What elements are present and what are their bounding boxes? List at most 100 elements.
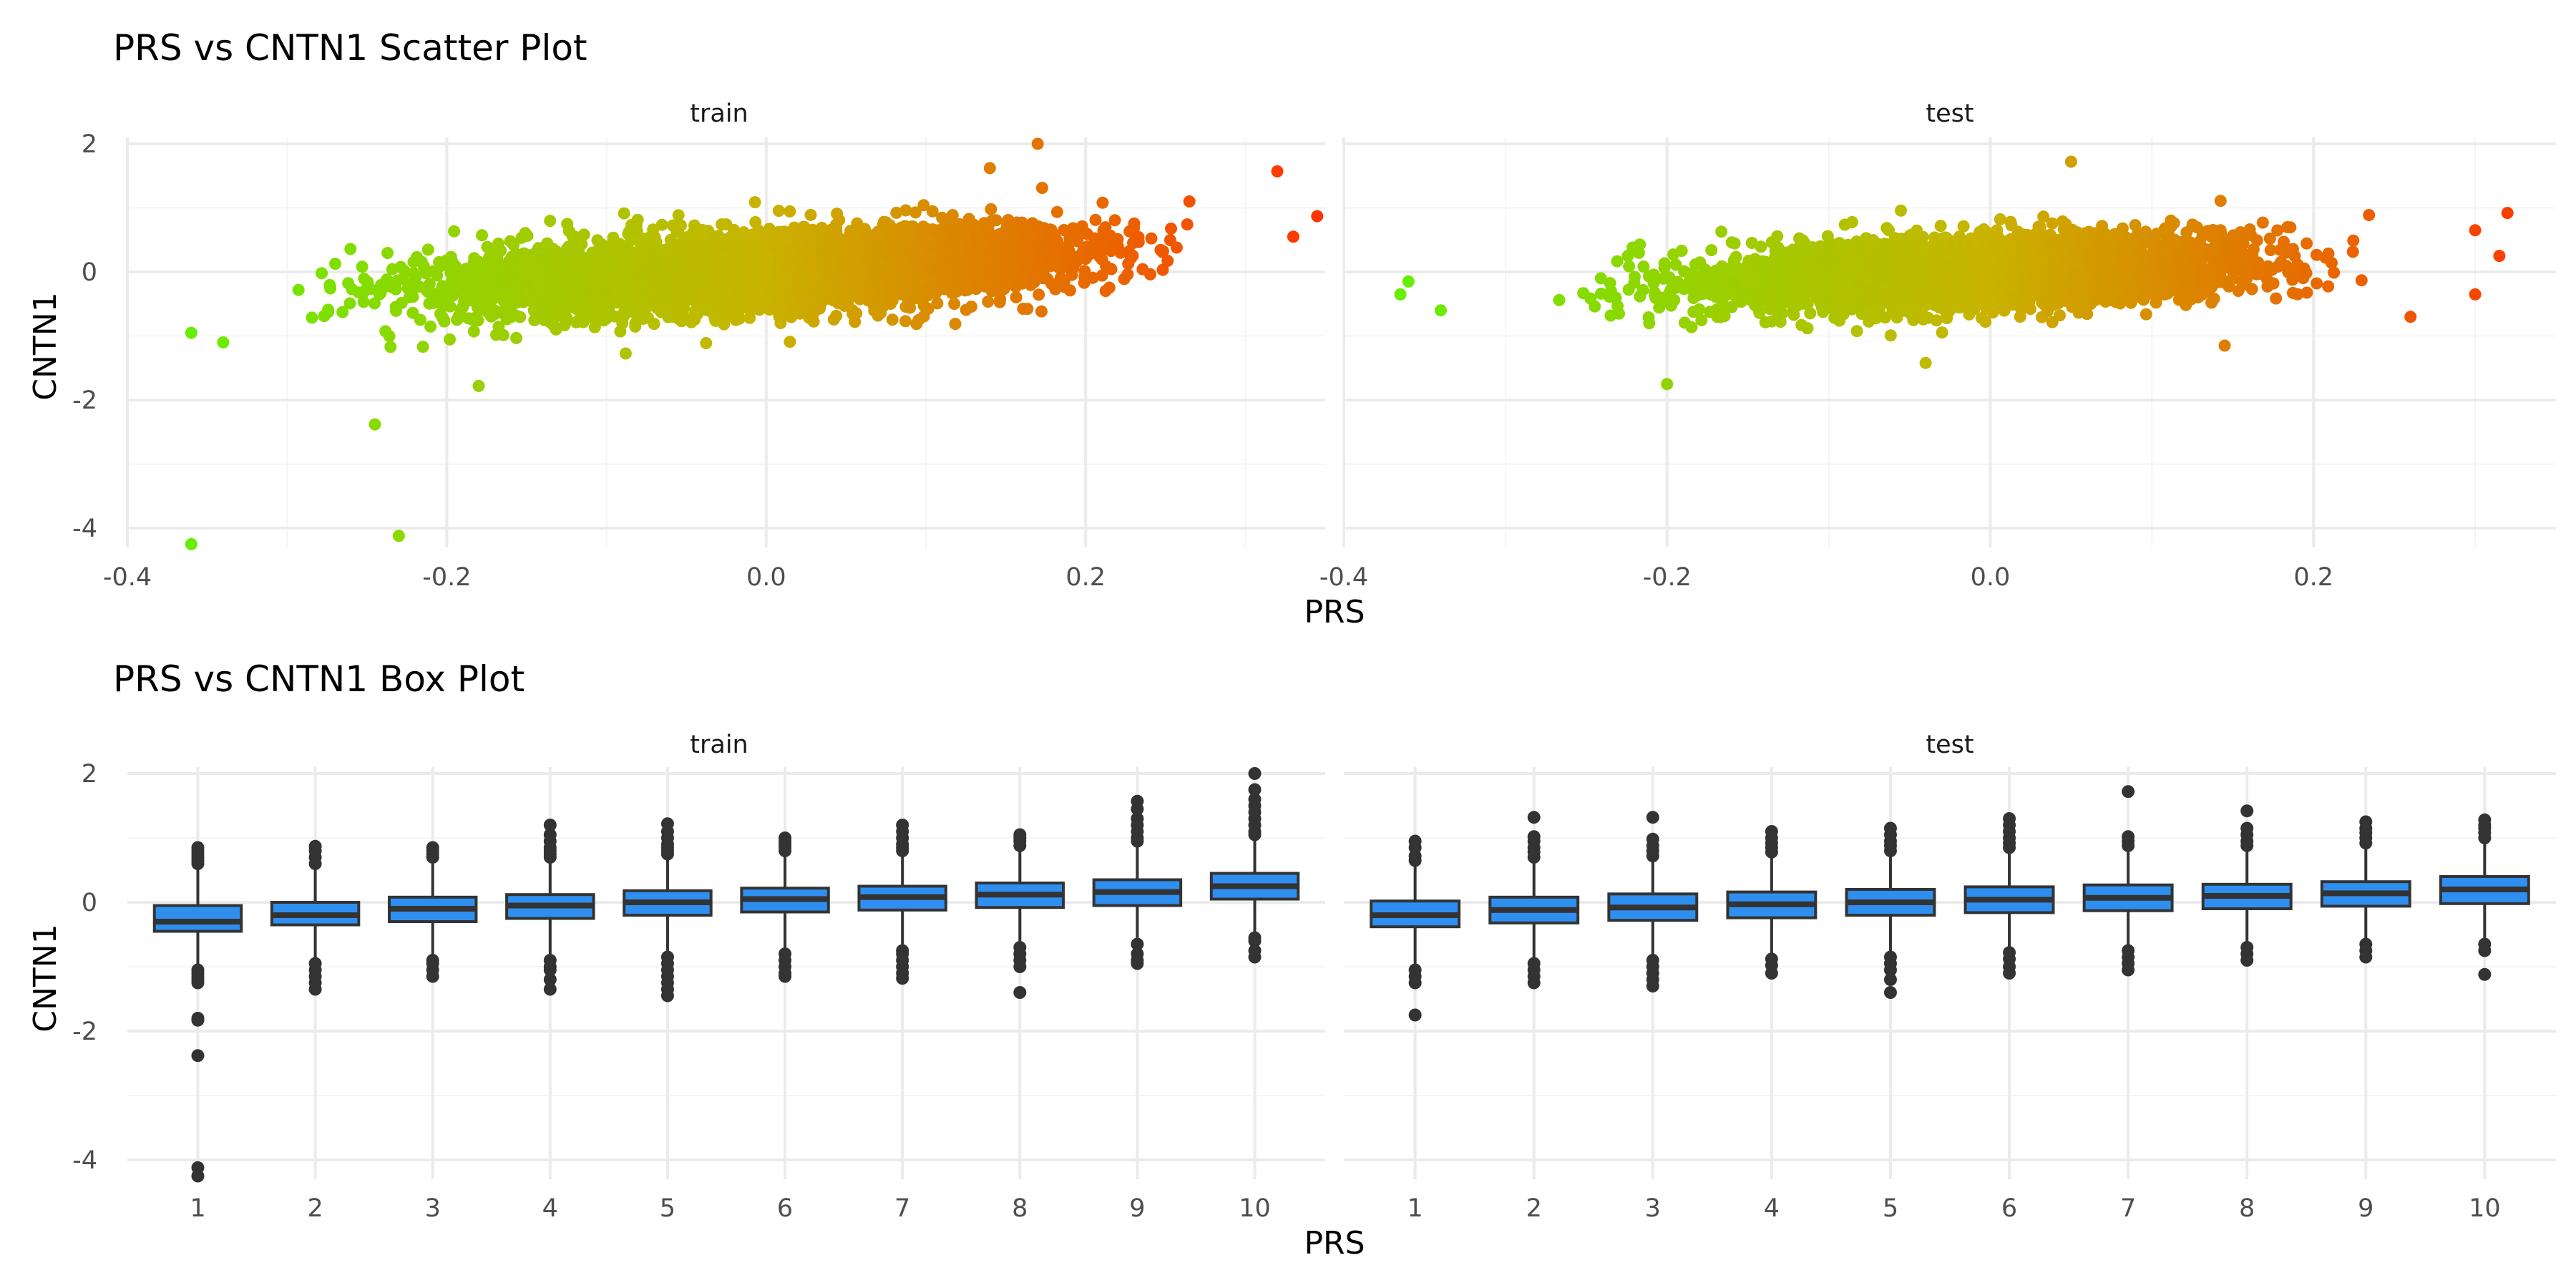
scatter-point [381,247,394,259]
scatter-point [1122,258,1135,270]
scatter-point [427,296,440,309]
scatter-point [597,314,610,327]
scatter-point [447,286,459,299]
scatter-point [960,303,972,316]
scatter-point [630,225,643,237]
scatter-point [1063,284,1076,297]
scatter-point [1035,305,1048,318]
scatter-point [733,228,746,240]
scatter-point [1050,205,1063,218]
scatter-point [948,298,961,311]
scatter-point [672,209,685,222]
scatter-point [1145,232,1158,245]
scatter-point [1013,220,1026,233]
scatter-point [577,316,590,328]
scatter-point [386,263,399,275]
scatter-point [375,278,387,291]
scatter-point [716,218,728,231]
scatter-point [476,229,489,242]
scatter-point [544,215,557,228]
scatter-point [1161,255,1174,267]
scatter-facet-label-test: test [1926,99,1974,128]
scatter-point [655,218,668,231]
scatter-point [917,199,930,212]
scatter-point [306,311,318,324]
scatter-point [883,286,895,299]
scatter-point [292,283,305,296]
scatter-point [336,306,349,318]
scatter-points [185,137,1324,550]
scatter-point [772,205,785,218]
scatter-point [931,297,944,310]
scatter-point [617,311,630,324]
scatter-point [568,230,581,243]
scatter-point [922,302,935,315]
scatter-point [357,296,370,308]
scatter-point [886,313,899,326]
scatter-point [329,258,341,270]
scatter-point [1080,228,1093,240]
scatter-point [1103,281,1116,294]
scatter-point [1170,241,1183,254]
scatter-point [784,205,796,218]
scatter-point [454,303,467,316]
scatter-point [614,325,627,338]
scatter-point [804,208,817,221]
scatter-point [323,278,336,291]
scatter-point [416,341,429,353]
scatter-point [384,341,397,353]
scatter-point [1010,291,1023,303]
scatter-point [395,296,408,309]
scatter-point [743,311,756,324]
scatter-point [1096,196,1109,209]
scatter-point [322,306,334,318]
scatter-point [398,265,411,278]
scatter-point [577,305,590,318]
scatter-point [648,230,661,243]
scatter-point [494,306,507,319]
scatter-point [1035,182,1048,195]
scatter-point [475,303,487,316]
scatter-point [899,315,912,328]
scatter-point [985,203,997,215]
scatter-point [831,208,844,220]
scatter-point [675,219,687,232]
scatter-point [424,320,437,333]
scatter-point [850,307,863,320]
scatter-point [618,207,630,220]
scatter-point [1033,288,1045,301]
scatter-point [342,277,355,290]
scatter-point [1085,248,1098,260]
scatter-facet-label-train: train [690,99,748,128]
scatter-point [406,306,419,319]
scatter-point [877,215,890,228]
scatter-point [784,336,796,348]
scatter-point [379,325,392,338]
scatter-point [1165,223,1177,235]
scatter-point [1021,303,1034,316]
scatter-plot-title: PRS vs CNTN1 Scatter Plot [113,27,587,69]
scatter-point [1181,218,1194,231]
scatter-point [1078,265,1091,278]
scatter-panel-train: -0.4 -0.2 0.0 0.2-4-202 [72,130,1325,592]
scatter-point [619,347,632,360]
scatter-point [946,209,959,222]
scatter-point [909,206,922,219]
scatter-point [528,314,541,326]
scatter-point [421,243,434,256]
scatter-point [358,273,371,285]
scatter-point [426,265,439,278]
scatter-point [1121,268,1134,280]
scatter-point [1136,263,1149,275]
scatter-point [1053,278,1066,291]
scatter-point [389,276,401,289]
scatter-point [444,276,457,289]
scatter-point [316,267,328,280]
scatter-point [356,260,369,273]
scatter-point [422,286,435,298]
scatter-point [497,328,509,341]
scatter-point [1067,262,1079,275]
scatter-point [467,325,480,338]
